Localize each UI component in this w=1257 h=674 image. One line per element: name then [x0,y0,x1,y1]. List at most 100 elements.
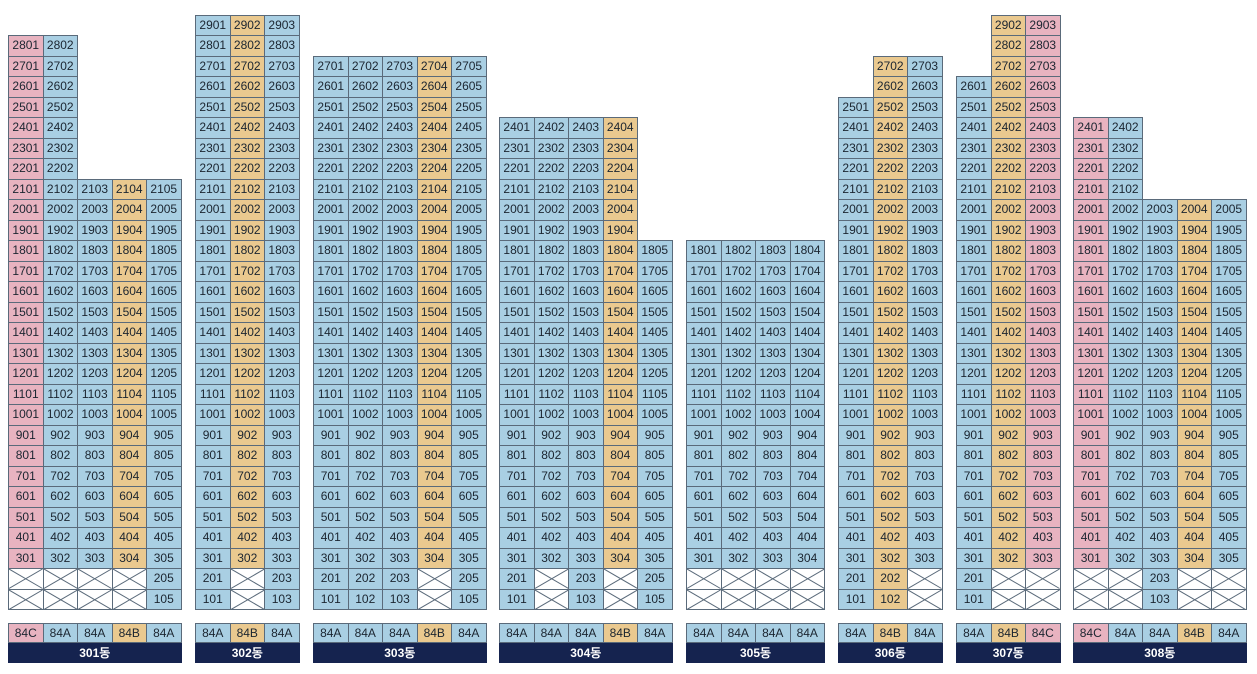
unit-cell[interactable]: 1703 [907,260,943,282]
unit-cell[interactable]: 1701 [195,260,231,282]
unit-cell[interactable]: 305 [1211,547,1247,569]
unit-cell[interactable]: 1605 [146,281,182,303]
unit-cell[interactable]: 1005 [1211,404,1247,426]
unit-cell[interactable]: 2401 [195,117,231,139]
unit-cell[interactable]: 802 [872,445,908,467]
unit-cell[interactable]: 1602 [229,281,265,303]
unit-cell[interactable]: 2402 [990,117,1026,139]
unit-cell[interactable]: 1002 [229,404,265,426]
unit-cell[interactable]: 1303 [1142,342,1178,364]
unit-cell[interactable]: 903 [1142,424,1178,446]
unit-cell[interactable]: 1202 [347,363,383,385]
unit-cell[interactable]: 405 [146,527,182,549]
unit-cell[interactable]: 305 [146,547,182,569]
unit-cell[interactable]: 601 [8,486,44,508]
unit-cell[interactable]: 1201 [838,363,874,385]
unit-cell[interactable]: 802 [990,445,1026,467]
unit-cell[interactable]: 1803 [907,240,943,262]
unit-cell[interactable]: 2403 [264,117,300,139]
unit-cell[interactable]: 1603 [77,281,113,303]
unit-cell[interactable]: 1705 [637,260,673,282]
unit-cell[interactable]: 602 [533,486,569,508]
unit-cell[interactable]: 2004 [111,199,147,221]
unit-cell[interactable]: 2601 [313,76,349,98]
unit-cell[interactable]: 401 [956,527,992,549]
unit-cell[interactable]: 303 [77,547,113,569]
unit-cell[interactable]: 1103 [77,383,113,405]
unit-cell[interactable]: 1404 [602,322,638,344]
unit-cell[interactable]: 201 [313,568,349,590]
unit-cell[interactable]: 2501 [8,96,44,118]
unit-cell[interactable]: 1204 [111,363,147,385]
unit-cell[interactable]: 803 [382,445,418,467]
unit-cell[interactable]: 2402 [42,117,78,139]
unit-cell[interactable]: 703 [382,465,418,487]
unit-cell[interactable]: 1703 [1025,260,1061,282]
unit-cell[interactable]: 1502 [347,301,383,323]
unit-cell[interactable]: 402 [1107,527,1143,549]
unit-cell[interactable]: 2101 [956,178,992,200]
unit-cell[interactable]: 1103 [755,383,791,405]
unit-cell[interactable]: 703 [1142,465,1178,487]
unit-cell[interactable]: 2202 [347,158,383,180]
unit-cell[interactable]: 2002 [872,199,908,221]
unit-cell[interactable]: 702 [229,465,265,487]
unit-cell[interactable]: 801 [195,445,231,467]
unit-cell[interactable]: 1205 [451,363,487,385]
unit-cell[interactable]: 2403 [907,117,943,139]
unit-cell[interactable]: 2402 [229,117,265,139]
unit-cell[interactable]: 2301 [1073,137,1109,159]
unit-cell[interactable]: 1003 [264,404,300,426]
unit-cell[interactable]: 404 [416,527,452,549]
unit-cell[interactable]: 2304 [416,137,452,159]
unit-cell[interactable]: 802 [533,445,569,467]
unit-cell[interactable]: 2201 [499,158,535,180]
unit-cell[interactable]: 2202 [990,158,1026,180]
unit-cell[interactable]: 1303 [907,342,943,364]
unit-cell[interactable]: 603 [755,486,791,508]
unit-cell[interactable]: 1004 [1176,404,1212,426]
unit-cell[interactable]: 1903 [568,219,604,241]
unit-cell[interactable]: 803 [77,445,113,467]
unit-cell[interactable]: 2401 [956,117,992,139]
unit-cell[interactable]: 2401 [499,117,535,139]
unit-cell[interactable]: 403 [77,527,113,549]
unit-cell[interactable]: 1601 [499,281,535,303]
unit-cell[interactable]: 1902 [533,219,569,241]
unit-cell[interactable]: 2302 [533,137,569,159]
unit-cell[interactable]: 203 [382,568,418,590]
unit-cell[interactable]: 1804 [602,240,638,262]
unit-cell[interactable]: 2003 [264,199,300,221]
unit-cell[interactable]: 2002 [42,199,78,221]
unit-cell[interactable]: 804 [416,445,452,467]
unit-cell[interactable]: 1401 [313,322,349,344]
unit-cell[interactable]: 1201 [195,363,231,385]
unit-cell[interactable]: 2702 [347,55,383,77]
unit-cell[interactable]: 602 [720,486,756,508]
unit-cell[interactable]: 1302 [229,342,265,364]
unit-cell[interactable]: 2302 [872,137,908,159]
unit-cell[interactable]: 1503 [1025,301,1061,323]
unit-cell[interactable]: 301 [686,547,722,569]
unit-cell[interactable]: 1501 [195,301,231,323]
unit-cell[interactable]: 2305 [451,137,487,159]
unit-cell[interactable]: 801 [8,445,44,467]
unit-cell[interactable]: 702 [990,465,1026,487]
unit-cell[interactable]: 502 [229,506,265,528]
unit-cell[interactable]: 1203 [907,363,943,385]
unit-cell[interactable]: 1104 [416,383,452,405]
unit-cell[interactable]: 1502 [990,301,1026,323]
unit-cell[interactable]: 2503 [382,96,418,118]
unit-cell[interactable]: 1802 [347,240,383,262]
unit-cell[interactable]: 1403 [907,322,943,344]
unit-cell[interactable]: 2103 [264,178,300,200]
unit-cell[interactable]: 2402 [347,117,383,139]
unit-cell[interactable]: 2802 [990,35,1026,57]
unit-cell[interactable]: 701 [313,465,349,487]
unit-cell[interactable]: 2302 [347,137,383,159]
unit-cell[interactable]: 1102 [347,383,383,405]
unit-cell[interactable]: 2204 [602,158,638,180]
unit-cell[interactable]: 402 [990,527,1026,549]
unit-cell[interactable]: 1902 [347,219,383,241]
unit-cell[interactable]: 1502 [720,301,756,323]
